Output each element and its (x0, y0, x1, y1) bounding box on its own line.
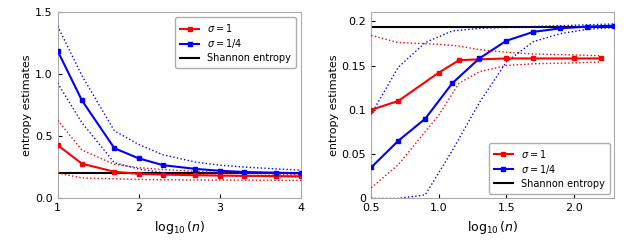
X-axis label: $\log_{10}(n)$: $\log_{10}(n)$ (154, 219, 205, 236)
Legend: $\sigma=1$, $\sigma=1/4$, Shannon entropy: $\sigma=1$, $\sigma=1/4$, Shannon entrop… (175, 17, 296, 68)
Y-axis label: entropy estimates: entropy estimates (329, 55, 339, 156)
Legend: $\sigma=1$, $\sigma=1/4$, Shannon entropy: $\sigma=1$, $\sigma=1/4$, Shannon entrop… (489, 143, 609, 193)
X-axis label: $\log_{10}(n)$: $\log_{10}(n)$ (467, 219, 518, 236)
Y-axis label: entropy estimates: entropy estimates (22, 55, 33, 156)
